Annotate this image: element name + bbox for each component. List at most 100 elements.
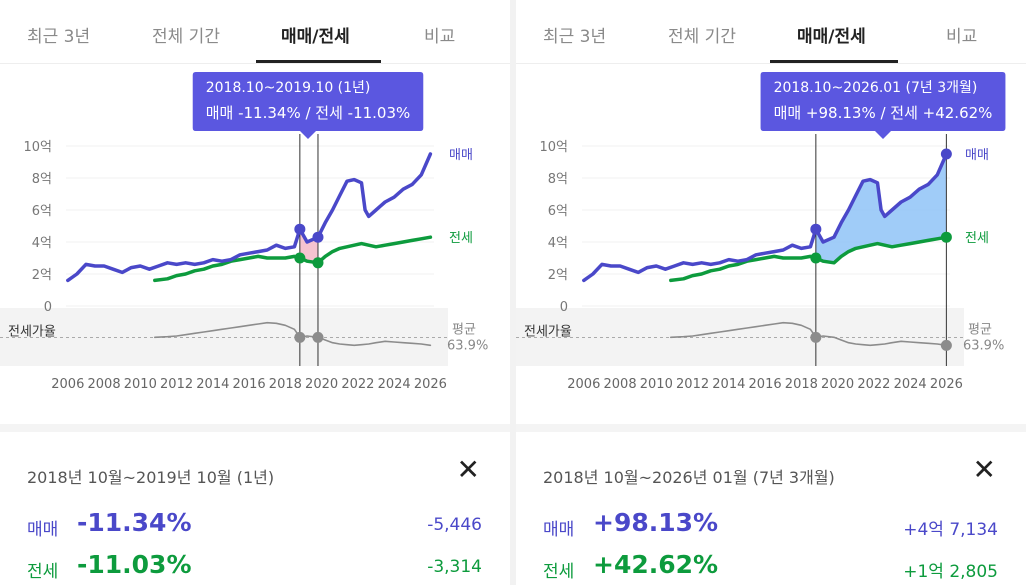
jeonse-label: 전세 xyxy=(543,562,575,582)
x-tick-label: 2020 xyxy=(821,377,854,392)
summary-card: 2018년 10월~2019년 10월 (1년) ✕ 매매 -11.34% -5… xyxy=(0,424,510,585)
sale-series-label: 매매 xyxy=(449,148,473,163)
period-tabs: 최근 3년 전체 기간 매매/전세 비교 xyxy=(0,0,510,64)
jeonse-change-row: 전세 -11.03% -3,314 xyxy=(27,550,482,584)
jeonse-label: 전세 xyxy=(27,562,59,582)
sale-point xyxy=(940,148,952,160)
average-value: 63.9% xyxy=(447,338,488,353)
y-tick-label: 4억 xyxy=(548,236,568,251)
sale-line xyxy=(582,152,949,283)
summary-period: 2018년 10월~2019년 10월 (1년) xyxy=(27,468,275,487)
average-label: 평균 xyxy=(452,322,476,337)
y-tick-label: 0 xyxy=(560,300,568,315)
y-tick-label: 4억 xyxy=(32,236,52,251)
tooltip-values: 매매 -11.34% / 전세 -11.03% xyxy=(206,104,411,122)
period-tabs: 최근 3년 전체 기간 매매/전세 비교 xyxy=(516,0,1026,64)
jeonse-point xyxy=(940,231,952,243)
x-tick-label: 2012 xyxy=(160,377,193,392)
y-tick-label: 6억 xyxy=(32,204,52,219)
x-tick-label: 2008 xyxy=(604,377,637,392)
y-tick-label: 10억 xyxy=(539,140,568,155)
x-tick-label: 2020 xyxy=(305,377,338,392)
sale-point xyxy=(294,223,306,235)
sale-label: 매매 xyxy=(543,520,575,540)
summary-card: 2018년 10월~2026년 01월 (7년 3개월) ✕ 매매 +98.13… xyxy=(516,424,1026,585)
x-tick-label: 2018 xyxy=(269,377,302,392)
panel-divider xyxy=(510,0,516,585)
ratio-label: 전세가율 xyxy=(524,324,572,339)
y-tick-label: 2억 xyxy=(32,268,52,283)
x-tick-label: 2014 xyxy=(196,377,229,392)
tab-sale-jeonse[interactable]: 매매/전세 xyxy=(281,27,350,47)
jeonse-point xyxy=(294,252,306,264)
x-tick-label: 2026 xyxy=(930,377,963,392)
x-tick-label: 2024 xyxy=(378,377,411,392)
x-tick-label: 2022 xyxy=(857,377,890,392)
x-tick-label: 2010 xyxy=(640,377,673,392)
sale-point xyxy=(312,231,324,243)
sale-change-row: 매매 +98.13% +4억 7,134 xyxy=(543,508,998,542)
jeonse-percent: +42.62% xyxy=(593,550,719,579)
tab-recent-3y[interactable]: 최근 3년 xyxy=(27,27,91,47)
x-tick-label: 2016 xyxy=(749,377,782,392)
range-tooltip: 2018.10~2026.01 (7년 3개월) 매매 +98.13% / 전세 … xyxy=(760,72,1006,139)
ratio-label: 전세가율 xyxy=(8,324,56,339)
tooltip-values: 매매 +98.13% / 전세 +42.62% xyxy=(774,104,993,122)
close-icon[interactable]: ✕ xyxy=(972,453,996,486)
y-tick-label: 0 xyxy=(44,300,52,315)
y-tick-label: 2억 xyxy=(548,268,568,283)
tooltip-range: 2018.10~2026.01 (7년 3개월) xyxy=(774,80,978,96)
tooltip-background xyxy=(760,72,1006,139)
jeonse-series-label: 전세 xyxy=(965,231,989,246)
sale-series-label: 매매 xyxy=(965,148,989,163)
range-tooltip: 2018.10~2019.10 (1년) 매매 -11.34% / 전세 -11.… xyxy=(192,72,424,139)
x-tick-label: 2024 xyxy=(894,377,927,392)
tab-compare[interactable]: 비교 xyxy=(946,27,978,47)
active-tab-indicator xyxy=(256,60,381,63)
sale-percent: -11.34% xyxy=(77,508,192,537)
ratio-point xyxy=(940,339,952,351)
ratio-point xyxy=(312,331,324,343)
tab-all-period[interactable]: 전체 기간 xyxy=(668,27,736,47)
jeonse-point xyxy=(312,257,324,269)
x-tick-label: 2014 xyxy=(712,377,745,392)
x-tick-label: 2010 xyxy=(124,377,157,392)
ratio-point xyxy=(810,331,822,343)
chart-panel-right: 최근 3년 전체 기간 매매/전세 비교 0 2억 4억 6억 8억 10억 2006 200… xyxy=(516,0,1026,585)
sale-point xyxy=(810,223,822,235)
ratio-point xyxy=(294,331,306,343)
tab-sale-jeonse[interactable]: 매매/전세 xyxy=(797,27,866,47)
jeonse-amount: +1억 2,805 xyxy=(903,562,998,582)
y-tick-label: 6억 xyxy=(548,204,568,219)
average-label: 평균 xyxy=(968,322,992,337)
x-tick-label: 2016 xyxy=(233,377,266,392)
active-tab-indicator xyxy=(770,60,898,63)
tab-all-period[interactable]: 전체 기간 xyxy=(152,27,220,47)
sale-change-row: 매매 -11.34% -5,446 xyxy=(27,508,482,542)
jeonse-series-label: 전세 xyxy=(449,231,473,246)
tab-compare[interactable]: 비교 xyxy=(424,27,456,47)
chart-panel-left: 최근 3년 전체 기간 매매/전세 비교 0 2억 4억 6억 8억 10억 2006 200… xyxy=(0,0,510,585)
x-tick-label: 2006 xyxy=(51,377,84,392)
y-tick-label: 8억 xyxy=(32,172,52,187)
x-tick-label: 2012 xyxy=(676,377,709,392)
jeonse-point xyxy=(810,252,822,264)
average-value: 63.9% xyxy=(963,338,1004,353)
x-tick-label: 2008 xyxy=(88,377,121,392)
tab-recent-3y[interactable]: 최근 3년 xyxy=(543,27,607,47)
sale-amount: +4억 7,134 xyxy=(903,520,998,540)
close-icon[interactable]: ✕ xyxy=(456,453,480,486)
x-tick-label: 2018 xyxy=(785,377,818,392)
x-tick-label: 2026 xyxy=(414,377,447,392)
summary-period: 2018년 10월~2026년 01월 (7년 3개월) xyxy=(543,468,835,487)
tooltip-background xyxy=(192,72,424,139)
x-tick-label: 2006 xyxy=(567,377,600,392)
sale-line xyxy=(66,152,433,283)
sale-label: 매매 xyxy=(27,520,59,540)
jeonse-amount: -3,314 xyxy=(427,557,482,577)
x-tick-label: 2022 xyxy=(341,377,374,392)
sale-amount: -5,446 xyxy=(427,515,482,535)
tooltip-range: 2018.10~2019.10 (1년) xyxy=(206,80,371,96)
